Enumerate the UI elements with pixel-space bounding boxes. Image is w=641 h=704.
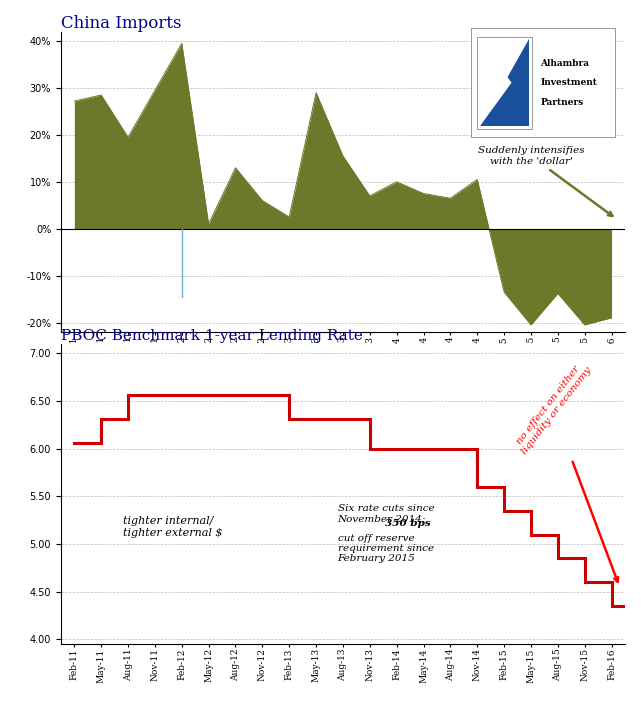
Text: China Imports: China Imports	[61, 15, 181, 32]
Bar	[477, 37, 532, 129]
Text: Investment: Investment	[540, 78, 597, 87]
Polygon shape	[479, 39, 529, 126]
Text: Alhambra: Alhambra	[540, 58, 589, 68]
Text: Partners: Partners	[540, 98, 583, 107]
Text: 350 bps: 350 bps	[385, 519, 430, 528]
Text: no effect on either
liquidity or economy: no effect on either liquidity or economy	[512, 360, 618, 582]
Text: tighter internal/
tighter external $: tighter internal/ tighter external $	[122, 516, 222, 538]
Text: PBOC Benchmark 1-year Lending Rate: PBOC Benchmark 1-year Lending Rate	[61, 329, 363, 343]
Text: cut off reserve
requirement since
February 2015: cut off reserve requirement since Februa…	[338, 534, 434, 563]
Text: Six rate cuts since
November 2014;: Six rate cuts since November 2014;	[338, 504, 434, 524]
Text: Suddenly intensifies
with the 'dollar': Suddenly intensifies with the 'dollar'	[478, 146, 612, 216]
Polygon shape	[479, 39, 512, 126]
